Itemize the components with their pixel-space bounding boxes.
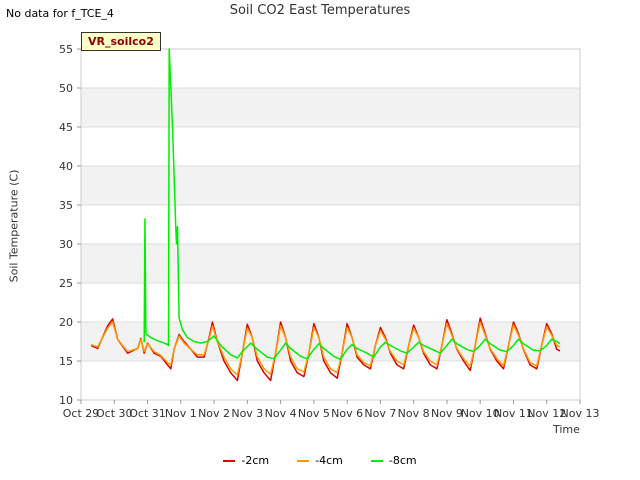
y-axis: 10 15 20 25 30 35 40 45 50 55 bbox=[59, 43, 81, 407]
y-tick-label: 25 bbox=[59, 277, 73, 290]
x-tick-label: Nov 7 bbox=[364, 407, 396, 420]
y-axis-label: Soil Temperature (C) bbox=[7, 169, 21, 283]
x-tick-label: Nov 9 bbox=[431, 407, 463, 420]
legend-label-8cm: -8cm bbox=[388, 454, 417, 467]
chart-title: Soil CO2 East Temperatures bbox=[229, 3, 411, 18]
no-data-message: No data for f_TCE_4 bbox=[6, 7, 114, 20]
grid-band bbox=[81, 88, 580, 127]
legend-item-2cm: -2cm bbox=[223, 454, 269, 467]
y-tick-label: 40 bbox=[59, 160, 73, 173]
x-axis-label: Time bbox=[553, 423, 580, 436]
series-layer bbox=[90, 48, 561, 382]
y-tick-label: 10 bbox=[59, 394, 73, 407]
x-tick-label: Nov 5 bbox=[298, 407, 330, 420]
x-tick-label: Nov 10 bbox=[461, 407, 500, 420]
legend-swatch-8cm bbox=[370, 459, 383, 462]
x-tick-label: Nov 11 bbox=[494, 407, 533, 420]
y-tick-label: 50 bbox=[59, 82, 73, 95]
x-tick-label: Oct 29 bbox=[63, 407, 100, 420]
legend-swatch-4cm bbox=[297, 459, 310, 462]
legend-item-8cm: -8cm bbox=[370, 454, 417, 467]
y-tick-label: 45 bbox=[59, 121, 73, 134]
legend-label-2cm: -2cm bbox=[241, 454, 270, 467]
grid-band bbox=[81, 244, 580, 283]
y-tick-label: 30 bbox=[59, 238, 73, 251]
legend: -2cm -4cm -8cm bbox=[0, 454, 640, 467]
series-line-minus-8cm bbox=[143, 48, 561, 361]
y-tick-label: 15 bbox=[59, 355, 73, 368]
y-tick-label: 55 bbox=[59, 43, 73, 56]
legend-label-4cm: -4cm bbox=[315, 454, 343, 467]
x-tick-label: Oct 30 bbox=[96, 407, 133, 420]
grid-bands bbox=[80, 48, 581, 401]
plot-frame bbox=[80, 48, 581, 401]
grid-band bbox=[81, 166, 580, 205]
x-tick-label: Nov 8 bbox=[398, 407, 430, 420]
x-tick-label: Nov 3 bbox=[231, 407, 263, 420]
legend-item-4cm: -4cm bbox=[297, 454, 343, 467]
grid-band bbox=[81, 322, 580, 361]
x-tick-label: Oct 31 bbox=[129, 407, 166, 420]
x-tick-label: Nov 13 bbox=[561, 407, 600, 420]
series-line-minus-4cm bbox=[90, 321, 561, 376]
y-tick-label: 35 bbox=[59, 199, 73, 212]
x-tick-label: Nov 2 bbox=[198, 407, 230, 420]
x-tick-label: Nov 12 bbox=[527, 407, 566, 420]
site-badge: VR_soilco2 bbox=[81, 32, 161, 51]
x-tick-label: Nov 4 bbox=[265, 407, 297, 420]
x-tick-label: Nov 6 bbox=[331, 407, 363, 420]
legend-swatch-2cm bbox=[223, 459, 236, 462]
y-tick-label: 20 bbox=[59, 316, 73, 329]
x-tick-label: Nov 1 bbox=[165, 407, 197, 420]
